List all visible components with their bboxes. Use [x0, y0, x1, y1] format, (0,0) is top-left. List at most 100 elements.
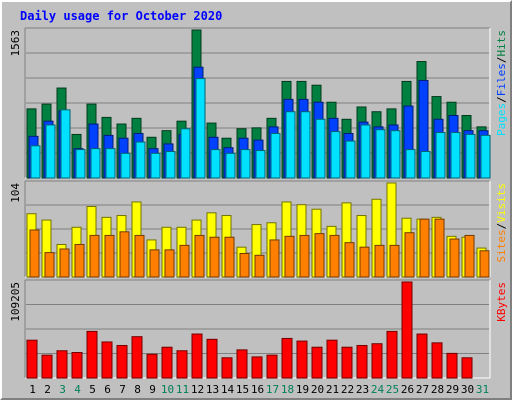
bar-kbytes-day-19 [296, 340, 308, 379]
day-label-20: 20 [311, 383, 324, 396]
bar-sites-day-30 [464, 234, 475, 278]
bar-kbytes-day-18 [281, 337, 293, 379]
bar-kbytes-day-10 [161, 346, 173, 379]
bar-kbytes-day-27 [416, 333, 428, 379]
bar-sites-day-31 [479, 250, 490, 278]
bar-sites-day-14 [224, 236, 235, 278]
panel-2-scale-label: 104 [9, 183, 22, 203]
bar-sites-day-24 [374, 244, 385, 278]
bar-pages-day-15 [240, 149, 251, 179]
day-label-18: 18 [281, 383, 294, 396]
day-label-26: 26 [401, 383, 414, 396]
bar-kbytes-day-5 [86, 330, 98, 379]
bar-pages-day-10 [165, 150, 176, 179]
bar-sites-day-12 [194, 234, 205, 278]
bar-kbytes-day-3 [56, 350, 68, 379]
bar-sites-day-17 [269, 239, 280, 278]
bar-kbytes-day-15 [236, 349, 248, 379]
day-label-17: 17 [266, 383, 279, 396]
legend-files: Files [495, 63, 508, 96]
day-label-14: 14 [221, 383, 235, 396]
bar-pages-day-19 [300, 111, 311, 179]
day-label-6: 6 [104, 383, 111, 396]
bar-kbytes-day-24 [371, 343, 383, 379]
day-label-28: 28 [431, 383, 444, 396]
panel-3-legend: KBytes [495, 282, 508, 322]
bar-sites-day-13 [209, 236, 220, 278]
legend-kbytes: KBytes [495, 282, 508, 322]
bar-sites-day-1 [29, 229, 40, 278]
day-label-10: 10 [161, 383, 174, 396]
bar-pages-day-28 [435, 132, 446, 179]
bar-pages-day-29 [450, 132, 461, 179]
day-label-8: 8 [134, 383, 141, 396]
legend-separator: / [495, 57, 508, 64]
bar-pages-day-7 [120, 152, 131, 179]
bar-sites-day-8 [134, 234, 145, 278]
bar-kbytes-day-11 [176, 350, 188, 379]
panel-3-scale-label: 109205 [9, 282, 22, 322]
bar-kbytes-day-8 [131, 336, 143, 379]
bar-pages-day-3 [60, 109, 71, 179]
bar-pages-day-13 [210, 149, 221, 179]
legend-hits: Hits [495, 30, 508, 57]
day-label-21: 21 [326, 383, 339, 396]
day-label-12: 12 [191, 383, 204, 396]
bar-sites-day-23 [359, 246, 370, 278]
panel-2-legend: Sites/Visits [495, 183, 508, 263]
day-label-30: 30 [461, 383, 474, 396]
bar-pages-day-31 [480, 134, 491, 179]
day-label-15: 15 [236, 383, 249, 396]
bar-kbytes-day-16 [251, 356, 263, 379]
day-label-24: 24 [371, 383, 385, 396]
bar-pages-day-24 [375, 129, 386, 179]
bar-kbytes-day-29 [446, 352, 458, 379]
bar-kbytes-day-20 [311, 346, 323, 379]
bar-pages-day-9 [150, 152, 161, 179]
bar-sites-day-19 [299, 234, 310, 278]
day-label-11: 11 [176, 383, 189, 396]
bar-kbytes-day-1 [26, 339, 38, 379]
bar-sites-day-10 [164, 249, 175, 278]
day-label-19: 19 [296, 383, 309, 396]
bar-sites-day-5 [89, 234, 100, 278]
bar-kbytes-day-9 [146, 353, 158, 379]
bar-kbytes-day-22 [341, 346, 353, 379]
bar-kbytes-day-25 [386, 330, 398, 379]
bar-kbytes-day-23 [356, 344, 368, 379]
bar-sites-day-9 [149, 249, 160, 278]
day-label-23: 23 [356, 383, 369, 396]
bar-sites-day-26 [404, 232, 415, 278]
panel-1-legend: Pages/Files/Hits [495, 30, 508, 136]
bar-pages-day-27 [420, 150, 431, 179]
day-label-4: 4 [74, 383, 81, 396]
bar-kbytes-day-28 [431, 342, 443, 379]
day-label-2: 2 [44, 383, 51, 396]
chart-title: Daily usage for October 2020 [20, 9, 223, 23]
bar-sites-day-25 [389, 244, 400, 278]
bar-sites-day-20 [314, 233, 325, 278]
bar-sites-day-3 [59, 248, 70, 278]
bar-kbytes-day-21 [326, 339, 338, 379]
bar-sites-day-22 [344, 242, 355, 278]
bar-pages-day-1 [30, 145, 41, 179]
bar-pages-day-21 [330, 131, 341, 179]
bar-sites-day-11 [179, 244, 190, 278]
day-label-29: 29 [446, 383, 459, 396]
legend-visits: Visits [495, 183, 508, 223]
bar-pages-day-4 [75, 149, 86, 179]
bar-pages-day-18 [285, 111, 296, 179]
bar-kbytes-day-14 [221, 357, 233, 379]
day-label-7: 7 [119, 383, 126, 396]
bar-sites-day-16 [254, 254, 265, 278]
day-label-9: 9 [149, 383, 156, 396]
legend-sites: Sites [495, 229, 508, 262]
day-label-31: 31 [476, 383, 489, 396]
bar-kbytes-day-13 [206, 338, 218, 379]
panel-1-scale-label: 1563 [9, 30, 22, 57]
day-label-16: 16 [251, 383, 264, 396]
bar-pages-day-25 [390, 130, 401, 179]
bar-kbytes-day-17 [266, 354, 278, 379]
bar-kbytes-day-26 [401, 281, 413, 379]
